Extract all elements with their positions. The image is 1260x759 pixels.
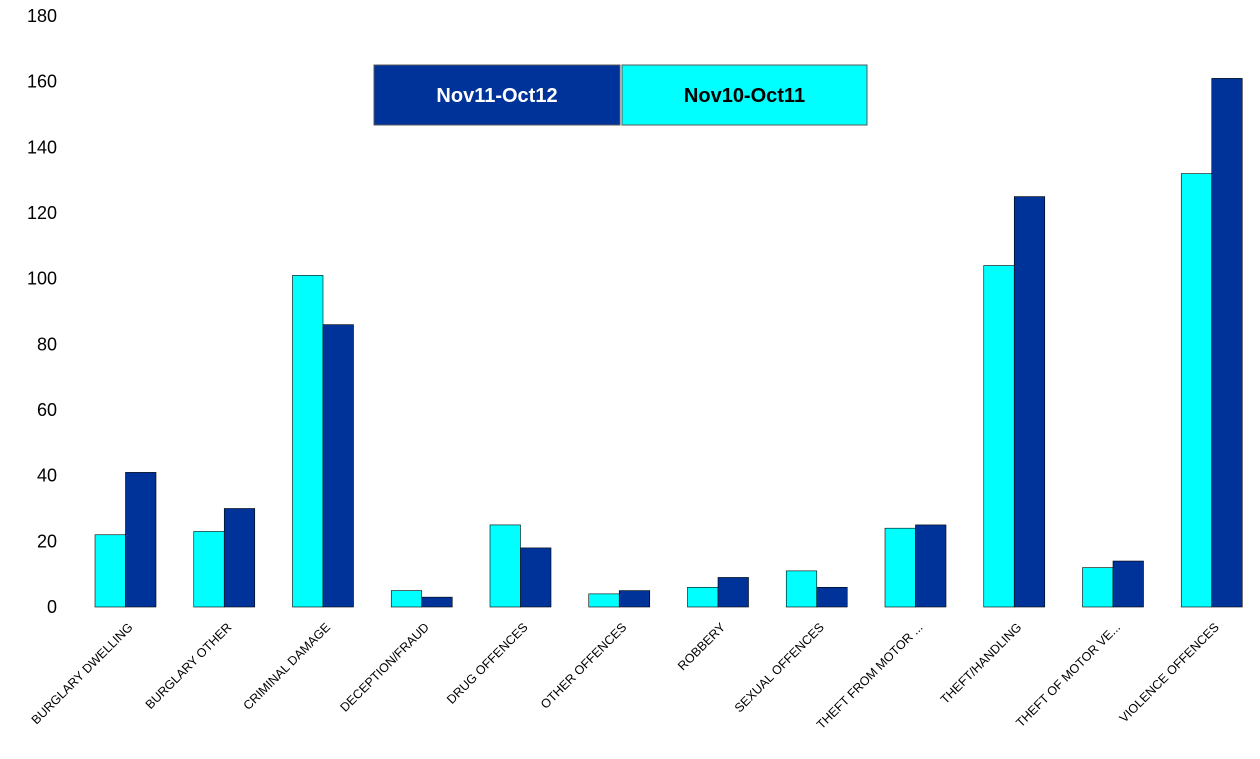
x-category-label: THEFT/HANDLING bbox=[938, 620, 1025, 707]
bar-nov10-oct11 bbox=[1180, 173, 1213, 608]
bar-nov11-oct12 bbox=[125, 472, 157, 608]
bar-nov10-oct11 bbox=[489, 524, 521, 608]
bar-nov11-oct12 bbox=[520, 547, 552, 608]
bar-nov10-oct11 bbox=[1082, 567, 1114, 608]
bars bbox=[94, 78, 1243, 608]
x-category-label: BURGLARY DWELLING bbox=[29, 620, 136, 727]
x-category-label: BURGLARY OTHER bbox=[143, 620, 235, 712]
bar-nov11-oct12 bbox=[322, 324, 354, 608]
bar-nov11-oct12 bbox=[717, 577, 749, 608]
bar-nov10-oct11 bbox=[390, 590, 423, 608]
bar-nov11-oct12 bbox=[1211, 78, 1243, 608]
y-axis-ticks: 0 20 40 60 80 100 120 140 160 180 bbox=[27, 6, 57, 617]
x-category-label: DRUG OFFENCES bbox=[444, 620, 531, 707]
y-tick-label: 100 bbox=[27, 269, 57, 289]
y-tick-label: 140 bbox=[27, 137, 57, 157]
x-category-label: VIOLENCE OFFENCES bbox=[1117, 620, 1222, 725]
legend: Nov11-Oct12 Nov10-Oct11 bbox=[373, 64, 868, 126]
legend-label: Nov10-Oct11 bbox=[684, 85, 805, 107]
legend-label: Nov11-Oct12 bbox=[436, 85, 557, 107]
bar-nov11-oct12 bbox=[1013, 196, 1046, 608]
y-tick-label: 40 bbox=[37, 466, 57, 486]
y-tick-label: 160 bbox=[27, 72, 57, 92]
y-tick-label: 80 bbox=[37, 334, 57, 354]
bar-nov10-oct11 bbox=[193, 531, 225, 608]
x-axis-categories: BURGLARY DWELLING BURGLARY OTHER CRIMINAL … bbox=[29, 620, 1222, 732]
x-category-label: THEFT FROM MOTOR ... bbox=[814, 620, 926, 732]
bar-nov10-oct11 bbox=[983, 265, 1015, 608]
bar-nov11-oct12 bbox=[1112, 560, 1144, 608]
x-category-label: OTHER OFFENCES bbox=[538, 620, 629, 711]
bar-nov10-oct11 bbox=[292, 275, 324, 608]
bar-nov11-oct12 bbox=[223, 508, 256, 608]
legend-swatch bbox=[373, 64, 621, 126]
bar-nov11-oct12 bbox=[915, 524, 947, 608]
x-category-label: DECEPTION/FRAUD bbox=[338, 620, 432, 714]
bar-nov10-oct11 bbox=[94, 534, 126, 608]
bar-nov10-oct11 bbox=[785, 570, 818, 608]
bar-nov10-oct11 bbox=[884, 527, 916, 608]
bar-nov10-oct11 bbox=[687, 586, 719, 608]
bar-nov11-oct12 bbox=[618, 590, 651, 608]
x-category-label: ROBBERY bbox=[675, 620, 728, 673]
bar-nov11-oct12 bbox=[816, 586, 848, 608]
x-category-label: CRIMINAL DAMAGE bbox=[241, 620, 334, 713]
y-tick-label: 0 bbox=[47, 597, 57, 617]
bar-nov11-oct12 bbox=[421, 596, 453, 608]
bar-nov10-oct11 bbox=[588, 593, 620, 608]
y-tick-label: 120 bbox=[27, 203, 57, 223]
y-tick-label: 180 bbox=[27, 6, 57, 26]
x-category-label: THEFT OF MOTOR VE... bbox=[1013, 620, 1123, 730]
y-tick-label: 60 bbox=[37, 400, 57, 420]
legend-swatch bbox=[621, 64, 868, 126]
x-category-label: SEXUAL OFFENCES bbox=[732, 620, 827, 715]
y-tick-label: 20 bbox=[37, 531, 57, 551]
